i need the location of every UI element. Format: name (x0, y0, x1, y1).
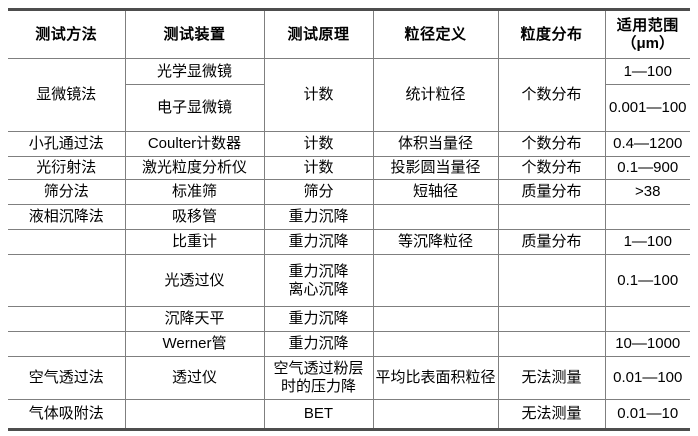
cell-distribution (497, 331, 606, 357)
cell-device: 标准筛 (124, 179, 265, 205)
cell-principle: 空气透过粉层 时的压力降 (263, 356, 374, 400)
column-header-distribution: 粒度分布 (497, 9, 606, 59)
cell-principle: 计数 (263, 58, 374, 132)
cell-range: 0.01—100 (604, 356, 690, 400)
table-row: 光衍射法 激光粒度分析仪 计数 投影圆当量径 个数分布 0.1—900 (8, 156, 690, 180)
cell-device (124, 399, 265, 430)
table-row: 显微镜法 光学显微镜 计数 统计粒径 个数分布 1—100 (8, 58, 690, 132)
cell-method: 液相沉降法 (8, 204, 126, 230)
cell-device: 沉降天平 (124, 306, 265, 332)
cell-definition: 体积当量径 (372, 131, 499, 157)
cell-range: 10—1000 (604, 331, 690, 357)
cell-range: 1—100 (604, 58, 690, 85)
cell-definition (372, 399, 499, 430)
cell-distribution: 质量分布 (497, 179, 606, 205)
cell-device: 吸移管 (124, 204, 265, 230)
cell-device: 光透过仪 (124, 254, 265, 307)
cell-range: >38 (604, 179, 690, 205)
cell-range: 1—100 (604, 229, 690, 255)
cell-method (8, 229, 126, 255)
cell-definition (372, 254, 499, 307)
table-header-row: 测试方法 测试装置 测试原理 粒径定义 粒度分布 适用范围 （μm） (8, 9, 690, 59)
cell-device: Coulter计数器 (124, 131, 265, 157)
cell-principle-line-2: 时的压力降 (280, 378, 356, 395)
cell-range: 0.1—100 (604, 254, 690, 307)
cell-device: 透过仪 (124, 356, 265, 400)
cell-definition (372, 331, 499, 357)
cell-device: 电子显微镜 (125, 84, 265, 132)
cell-definition: 平均比表面积粒径 (372, 356, 499, 400)
cell-device: Werner管 (124, 331, 265, 357)
cell-definition: 统计粒径 (372, 58, 499, 132)
cell-definition (372, 306, 499, 332)
cell-method: 光衍射法 (8, 156, 126, 180)
cell-device: 激光粒度分析仪 (124, 156, 265, 180)
cell-distribution (497, 204, 606, 230)
cell-distribution: 无法测量 (497, 399, 606, 430)
particle-size-method-table: 测试方法 测试装置 测试原理 粒径定义 粒度分布 适用范围 （μm） 显微镜法 … (8, 8, 690, 431)
table-row: 电子显微镜 0.001—100 (8, 84, 690, 132)
cell-definition (372, 204, 499, 230)
cell-method: 显微镜法 (8, 58, 126, 132)
cell-principle: 计数 (263, 131, 374, 157)
table-row: 筛分法 标准筛 筛分 短轴径 质量分布 >38 (8, 179, 690, 205)
table-row: 小孔通过法 Coulter计数器 计数 体积当量径 个数分布 0.4—1200 (8, 131, 690, 157)
cell-method (8, 254, 126, 307)
column-header-range-main: 适用范围 (616, 16, 679, 34)
cell-distribution: 个数分布 (497, 58, 606, 132)
cell-distribution: 无法测量 (497, 356, 606, 400)
table-row: 沉降天平 重力沉降 (8, 306, 690, 332)
table-row: 气体吸附法 BET 无法测量 0.01—10 (8, 399, 690, 430)
cell-method: 气体吸附法 (8, 399, 126, 430)
table-row: Werner管 重力沉降 10—1000 (8, 331, 690, 357)
cell-principle: 重力沉降 (263, 331, 374, 357)
cell-method: 小孔通过法 (8, 131, 126, 157)
column-header-range: 适用范围 （μm） (604, 9, 690, 59)
cell-principle: 重力沉降 (263, 306, 374, 332)
cell-range: 0.1—900 (604, 156, 690, 180)
cell-principle: 重力沉降 (263, 204, 374, 230)
cell-principle: 计数 (263, 156, 374, 180)
cell-principle: 筛分 (263, 179, 374, 205)
cell-principle-line-1: 空气透过粉层 (273, 360, 364, 378)
table-row: 液相沉降法 吸移管 重力沉降 (8, 204, 690, 230)
table-row: 光透过仪 重力沉降 离心沉降 0.1—100 (8, 254, 690, 307)
cell-definition: 等沉降粒径 (372, 229, 499, 255)
cell-distribution (497, 306, 606, 332)
cell-method: 筛分法 (8, 179, 126, 205)
column-header-range-unit: （μm） (621, 34, 674, 52)
table-row: 空气透过法 透过仪 空气透过粉层 时的压力降 平均比表面积粒径 无法测量 0.0… (8, 356, 690, 400)
cell-principle: BET (263, 399, 374, 430)
cell-principle-line-1: 重力沉降 (288, 262, 349, 280)
cell-range: 0.01—10 (604, 399, 690, 430)
cell-principle: 重力沉降 离心沉降 (263, 254, 374, 307)
cell-method (8, 306, 126, 332)
cell-distribution: 质量分布 (497, 229, 606, 255)
table-row: 比重计 重力沉降 等沉降粒径 质量分布 1—100 (8, 229, 690, 255)
cell-device: 光学显微镜 (124, 58, 265, 85)
cell-method (8, 331, 126, 357)
column-header-method: 测试方法 (8, 9, 126, 59)
cell-principle: 重力沉降 (263, 229, 374, 255)
column-header-device: 测试装置 (124, 9, 265, 59)
cell-principle-line-2: 离心沉降 (288, 280, 349, 298)
cell-device: 比重计 (124, 229, 265, 255)
cell-definition: 短轴径 (372, 179, 499, 205)
cell-range (604, 306, 690, 332)
column-header-definition: 粒径定义 (372, 9, 499, 59)
cell-distribution: 个数分布 (497, 131, 606, 157)
cell-distribution: 个数分布 (497, 156, 606, 180)
cell-definition: 投影圆当量径 (372, 156, 499, 180)
cell-method: 空气透过法 (8, 356, 126, 400)
cell-range: 0.001—100 (604, 84, 690, 132)
cell-distribution (497, 254, 606, 307)
cell-range (604, 204, 690, 230)
cell-range: 0.4—1200 (604, 131, 690, 157)
column-header-principle: 测试原理 (263, 9, 374, 59)
